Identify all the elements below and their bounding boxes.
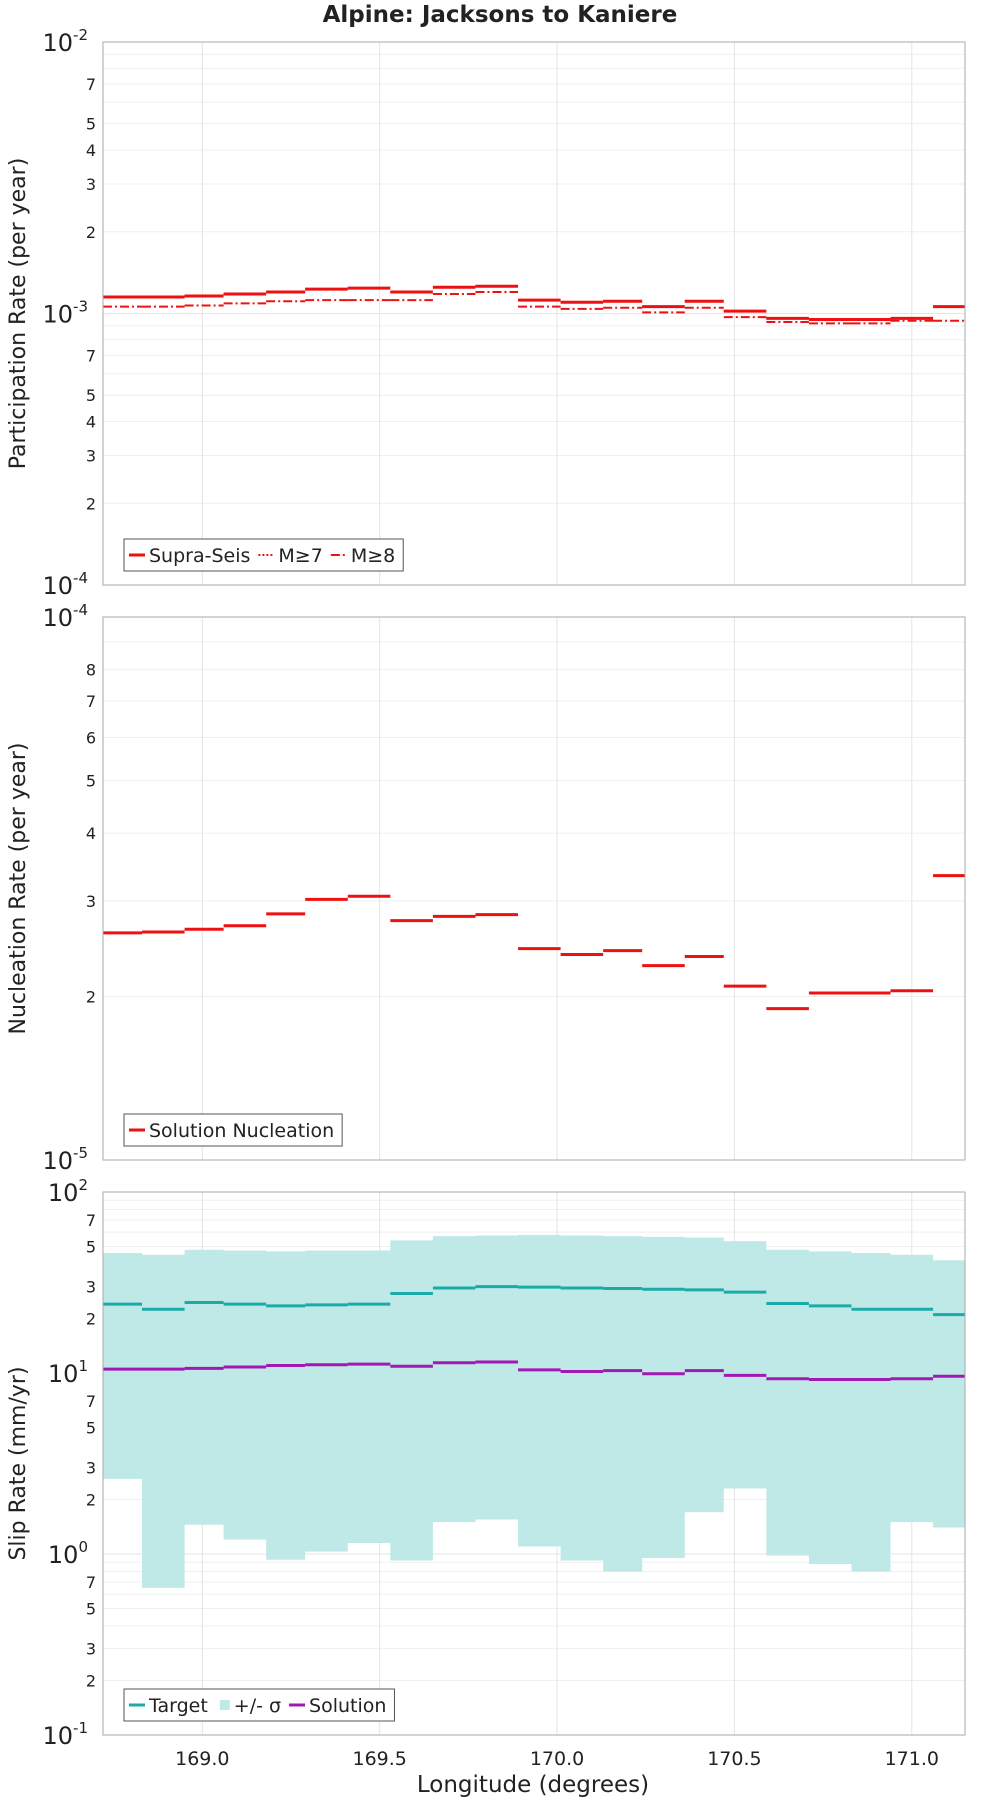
series-solution-nucleation bbox=[103, 874, 965, 1011]
x-tick-label: 169.0 bbox=[175, 1748, 229, 1770]
y-major-tick-label: 10-3 bbox=[42, 298, 88, 329]
y-minor-tick-label: 7 bbox=[86, 1392, 96, 1411]
tick-exponent: -2 bbox=[73, 26, 88, 44]
y-minor-tick-label: 7 bbox=[86, 1573, 96, 1592]
y-axis-label: Slip Rate (mm/yr) bbox=[6, 1366, 31, 1560]
y-major-tick-label: 10-4 bbox=[42, 601, 88, 632]
y-minor-tick-label: 2 bbox=[86, 494, 96, 513]
y-minor-tick-label: 3 bbox=[86, 892, 96, 911]
figure-title: Alpine: Jacksons to Kaniere bbox=[323, 2, 678, 28]
legend-box bbox=[123, 1688, 395, 1722]
y-minor-tick-label: 5 bbox=[86, 1418, 96, 1437]
tick-base: 10 bbox=[48, 1360, 79, 1388]
y-major-tick-label: 100 bbox=[48, 1538, 88, 1569]
tick-base: 10 bbox=[42, 1147, 73, 1175]
y-major-tick-label: 102 bbox=[48, 1176, 88, 1207]
tick-base: 10 bbox=[48, 1541, 79, 1569]
tick-base: 10 bbox=[42, 604, 73, 632]
sigma-band bbox=[103, 1234, 965, 1588]
series-m-7 bbox=[103, 285, 965, 321]
y-minor-tick-label: 8 bbox=[86, 661, 96, 680]
tick-base: 10 bbox=[48, 1179, 79, 1207]
legend-label: Solution bbox=[309, 1695, 386, 1717]
y-minor-tick-label: 6 bbox=[86, 728, 96, 747]
legend-label: Supra-Seis bbox=[149, 545, 250, 567]
y-major-tick-label: 101 bbox=[48, 1357, 88, 1388]
y-minor-tick-label: 3 bbox=[86, 1278, 96, 1297]
tick-exponent: 0 bbox=[78, 1538, 88, 1556]
x-axis: 169.0 169.5 170.0 170.5 171.0 bbox=[175, 1748, 939, 1770]
legend-label: Solution Nucleation bbox=[149, 1120, 334, 1142]
plot-area bbox=[103, 617, 965, 1160]
x-tick-label: 171.0 bbox=[885, 1748, 939, 1770]
y-minor-tick-label: 4 bbox=[86, 824, 96, 843]
plot-frame bbox=[102, 41, 966, 586]
series-target bbox=[103, 1285, 965, 1317]
y-minor-tick-label: 5 bbox=[86, 771, 96, 790]
y-minor-tick-label: 2 bbox=[86, 988, 96, 1007]
y-minor-tick-label: 5 bbox=[86, 1599, 96, 1618]
tick-base: 10 bbox=[42, 301, 73, 329]
legend-label: +/- σ bbox=[234, 1695, 281, 1717]
x-tick-label: 170.5 bbox=[707, 1748, 761, 1770]
plot-frame bbox=[102, 1191, 966, 1736]
y-minor-tick-label: 3 bbox=[86, 446, 96, 465]
y-minor-tick-label: 3 bbox=[86, 175, 96, 194]
y-major-tick-label: 10-1 bbox=[42, 1719, 88, 1750]
tick-exponent: -3 bbox=[73, 298, 88, 316]
legend: Supra-Seis M≥7 M≥8 bbox=[123, 538, 404, 572]
y-minor-tick-label: 2 bbox=[86, 1491, 96, 1510]
x-tick-label: 169.5 bbox=[352, 1748, 406, 1770]
legend: Target +/- σ Solution bbox=[123, 1688, 395, 1722]
tick-exponent: -4 bbox=[73, 601, 88, 619]
y-minor-tick-label: 4 bbox=[86, 413, 96, 432]
x-axis-label: Longitude (degrees) bbox=[417, 1772, 649, 1798]
y-axis-label: Nucleation Rate (per year) bbox=[6, 743, 31, 1035]
tick-exponent: 1 bbox=[78, 1357, 88, 1375]
plot-frame bbox=[102, 616, 966, 1161]
y-minor-tick-label: 2 bbox=[86, 1672, 96, 1691]
y-major-tick-label: 10-4 bbox=[42, 569, 88, 600]
y-minor-tick-label: 3 bbox=[86, 1640, 96, 1659]
legend: Solution Nucleation bbox=[123, 1113, 343, 1147]
y-minor-tick-label: 3 bbox=[86, 1459, 96, 1478]
y-minor-tick-label: 7 bbox=[86, 347, 96, 366]
y-minor-tick-label: 5 bbox=[86, 386, 96, 405]
tick-exponent: 2 bbox=[78, 1176, 88, 1194]
y-major-tick-label: 10-5 bbox=[42, 1144, 88, 1175]
y-minor-tick-label: 2 bbox=[86, 223, 96, 242]
tick-exponent: -1 bbox=[73, 1719, 88, 1737]
y-minor-tick-label: 7 bbox=[86, 692, 96, 711]
y-minor-tick-label: 7 bbox=[86, 75, 96, 94]
legend-swatch bbox=[219, 1700, 230, 1710]
tick-base: 10 bbox=[42, 572, 73, 600]
legend-label: M≥8 bbox=[351, 545, 395, 567]
tick-base: 10 bbox=[42, 1722, 73, 1750]
y-major-tick-label: 10-2 bbox=[42, 26, 88, 57]
y-minor-tick-label: 5 bbox=[86, 1237, 96, 1256]
legend-label: Target bbox=[148, 1695, 208, 1717]
tick-exponent: -5 bbox=[73, 1144, 88, 1162]
y-minor-tick-label: 4 bbox=[86, 141, 96, 160]
y-axis-label: Participation Rate (per year) bbox=[6, 158, 31, 470]
series-solution bbox=[103, 1360, 965, 1382]
legend-label: M≥7 bbox=[278, 545, 322, 567]
y-minor-tick-label: 5 bbox=[86, 115, 96, 134]
x-tick-label: 170.0 bbox=[530, 1748, 584, 1770]
tick-base: 10 bbox=[42, 29, 73, 57]
y-minor-tick-label: 2 bbox=[86, 1310, 96, 1329]
legend-box bbox=[123, 1113, 343, 1147]
tick-exponent: -4 bbox=[73, 569, 88, 587]
y-minor-tick-label: 7 bbox=[86, 1211, 96, 1230]
series-m-8 bbox=[103, 291, 965, 325]
